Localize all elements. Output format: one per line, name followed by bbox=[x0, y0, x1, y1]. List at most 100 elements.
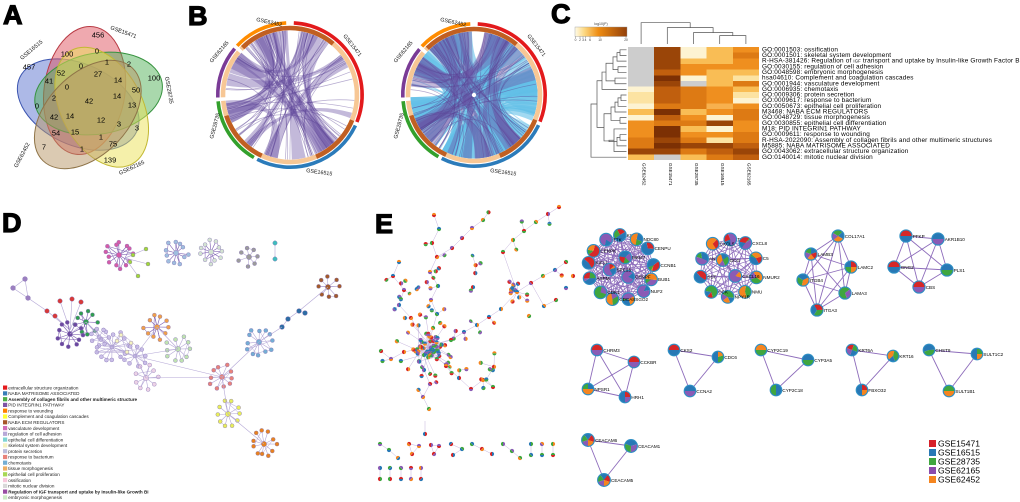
svg-text:50: 50 bbox=[132, 86, 140, 95]
svg-text:GSE62452: GSE62452 bbox=[440, 17, 467, 28]
svg-text:regulation of cell adhesion: regulation of cell adhesion bbox=[8, 432, 62, 437]
svg-text:3: 3 bbox=[117, 120, 121, 129]
svg-text:GSE15471: GSE15471 bbox=[938, 439, 980, 449]
svg-text:42: 42 bbox=[85, 97, 93, 106]
svg-text:NUF2: NUF2 bbox=[651, 289, 663, 294]
svg-text:4: 4 bbox=[585, 38, 587, 42]
svg-text:B: B bbox=[188, 1, 208, 31]
svg-text:chemotaxis: chemotaxis bbox=[8, 460, 32, 465]
svg-text:CENPU: CENPU bbox=[655, 246, 671, 251]
svg-text:1: 1 bbox=[80, 145, 84, 154]
svg-text:54: 54 bbox=[52, 129, 60, 138]
svg-text:COL17A1: COL17A1 bbox=[845, 234, 866, 239]
svg-text:GO:0043062: extracellular stru: GO:0043062: extracellular structure orga… bbox=[762, 148, 909, 155]
svg-text:SULT1C2: SULT1C2 bbox=[983, 352, 1003, 357]
svg-text:ossification: ossification bbox=[8, 478, 31, 483]
svg-text:NDC80: NDC80 bbox=[644, 237, 660, 242]
svg-text:10: 10 bbox=[598, 38, 602, 42]
svg-text:C: C bbox=[551, 0, 571, 29]
svg-text:SPC25: SPC25 bbox=[617, 268, 632, 273]
svg-text:protein secretion: protein secretion bbox=[8, 449, 42, 454]
svg-text:hsa04610: Complement and coagu: hsa04610: Complement and coagulation cas… bbox=[762, 75, 914, 82]
svg-text:2: 2 bbox=[52, 94, 56, 103]
svg-text:27: 27 bbox=[94, 70, 102, 79]
svg-text:3: 3 bbox=[582, 38, 584, 42]
svg-text:CKS2: CKS2 bbox=[680, 348, 692, 353]
svg-text:GO:0009617: response to bacter: GO:0009617: response to bacterium bbox=[762, 97, 871, 104]
svg-text:0: 0 bbox=[35, 102, 39, 111]
svg-text:CYP2C19: CYP2C19 bbox=[767, 348, 788, 353]
svg-text:AKR1B10: AKR1B10 bbox=[945, 237, 966, 242]
svg-text:CEACAM1: CEACAM1 bbox=[638, 444, 661, 449]
svg-text:CENPK: CENPK bbox=[600, 249, 617, 254]
svg-text:CDK1: CDK1 bbox=[607, 290, 620, 295]
svg-text:GO:0001944: vasculature develo: GO:0001944: vasculature development bbox=[762, 80, 880, 87]
svg-text:GO:0048598: embryonic morphoge: GO:0048598: embryonic morphogenesis bbox=[762, 69, 883, 76]
svg-text:GSE62452: GSE62452 bbox=[938, 475, 980, 485]
svg-text:GSE62165: GSE62165 bbox=[746, 163, 751, 186]
svg-text:CHST9: CHST9 bbox=[935, 348, 951, 353]
svg-text:GSE28735: GSE28735 bbox=[938, 457, 980, 467]
svg-text:GSE16515: GSE16515 bbox=[306, 168, 333, 178]
svg-text:15: 15 bbox=[71, 128, 79, 137]
svg-text:SULT1B1: SULT1B1 bbox=[955, 389, 975, 394]
svg-text:GSE15471: GSE15471 bbox=[668, 163, 673, 186]
svg-text:NPSR1: NPSR1 bbox=[594, 387, 610, 392]
svg-text:14: 14 bbox=[114, 76, 122, 85]
svg-text:E: E bbox=[375, 209, 393, 239]
svg-text:C5: C5 bbox=[763, 256, 769, 261]
svg-text:KRT16: KRT16 bbox=[899, 354, 914, 359]
svg-text:456: 456 bbox=[92, 31, 105, 40]
svg-text:epithelial cell differentiatio: epithelial cell differentiation bbox=[8, 437, 64, 442]
svg-text:SGO2: SGO2 bbox=[635, 297, 648, 302]
svg-text:embryonic morphogenesis: embryonic morphogenesis bbox=[8, 495, 63, 500]
svg-text:D: D bbox=[2, 208, 22, 238]
svg-text:response to bacterium: response to bacterium bbox=[8, 455, 54, 460]
svg-text:0: 0 bbox=[575, 38, 577, 42]
svg-text:epithelial cell proliferation: epithelial cell proliferation bbox=[8, 472, 60, 477]
svg-text:CDC6: CDC6 bbox=[724, 355, 737, 360]
svg-text:100: 100 bbox=[148, 74, 161, 83]
svg-text:LAMA3: LAMA3 bbox=[852, 291, 868, 296]
svg-text:2: 2 bbox=[127, 60, 131, 69]
svg-text:12: 12 bbox=[97, 116, 105, 125]
svg-text:1: 1 bbox=[99, 133, 103, 142]
svg-text:14: 14 bbox=[66, 112, 74, 121]
svg-text:tissue morphogenesis: tissue morphogenesis bbox=[8, 466, 53, 471]
svg-text:M18: PID INTEGRIN1 PATHWAY: M18: PID INTEGRIN1 PATHWAY bbox=[762, 126, 861, 133]
svg-text:41: 41 bbox=[45, 77, 53, 86]
svg-text:75: 75 bbox=[109, 140, 117, 149]
svg-text:GSE16515: GSE16515 bbox=[720, 163, 725, 186]
svg-text:GSE62452: GSE62452 bbox=[256, 17, 283, 28]
svg-text:CEACAM5: CEACAM5 bbox=[611, 478, 634, 483]
svg-text:CXCL5: CXCL5 bbox=[720, 242, 735, 247]
svg-text:GNG2: GNG2 bbox=[901, 265, 914, 270]
svg-text:CDCA8: CDCA8 bbox=[619, 297, 635, 302]
svg-text:7: 7 bbox=[42, 143, 46, 152]
svg-text:ITGA3: ITGA3 bbox=[824, 308, 838, 313]
svg-text:CEACAM6: CEACAM6 bbox=[595, 438, 618, 443]
svg-text:0: 0 bbox=[95, 47, 99, 56]
svg-text:Regulation of IGF transport an: Regulation of IGF transport and uptake b… bbox=[8, 489, 148, 494]
svg-text:CHRM3: CHRM3 bbox=[603, 348, 620, 353]
svg-text:GO:0006935: chemotaxis: GO:0006935: chemotaxis bbox=[762, 86, 838, 93]
svg-text:KRT6A: KRT6A bbox=[858, 348, 874, 353]
svg-text:GO:0009306: protein secretion: GO:0009306: protein secretion bbox=[762, 92, 855, 99]
svg-text:52: 52 bbox=[57, 69, 65, 78]
svg-text:Assembly of collagen fibrils a: Assembly of collagen fibrils and other m… bbox=[8, 397, 137, 402]
svg-text:3: 3 bbox=[135, 124, 139, 133]
svg-text:NABA ECM REGULATORS: NABA ECM REGULATORS bbox=[8, 420, 64, 425]
svg-text:M3468: NABA ECM REGULATORS: M3468: NABA ECM REGULATORS bbox=[762, 109, 868, 116]
svg-text:GO:0140014: mitotic nuclear di: GO:0140014: mitotic nuclear division bbox=[762, 154, 873, 161]
svg-text:SST: SST bbox=[707, 275, 716, 280]
svg-text:LAMB3: LAMB3 bbox=[818, 252, 834, 257]
svg-text:skeletal system development: skeletal system development bbox=[8, 443, 68, 448]
svg-text:CCNB1: CCNB1 bbox=[661, 263, 677, 268]
svg-text:Complement and coagulation cas: Complement and coagulation cascades bbox=[8, 414, 89, 419]
svg-text:GO:0050673: epithelial cell pr: GO:0050673: epithelial cell proliferatio… bbox=[762, 103, 882, 110]
svg-text:GO:0001501: skeletal system de: GO:0001501: skeletal system development bbox=[762, 52, 891, 59]
svg-text:CXCL16: CXCL16 bbox=[742, 274, 760, 279]
svg-text:LAMC2: LAMC2 bbox=[858, 265, 874, 270]
svg-text:TTK: TTK bbox=[613, 237, 623, 242]
svg-text:BUB1: BUB1 bbox=[658, 277, 670, 282]
